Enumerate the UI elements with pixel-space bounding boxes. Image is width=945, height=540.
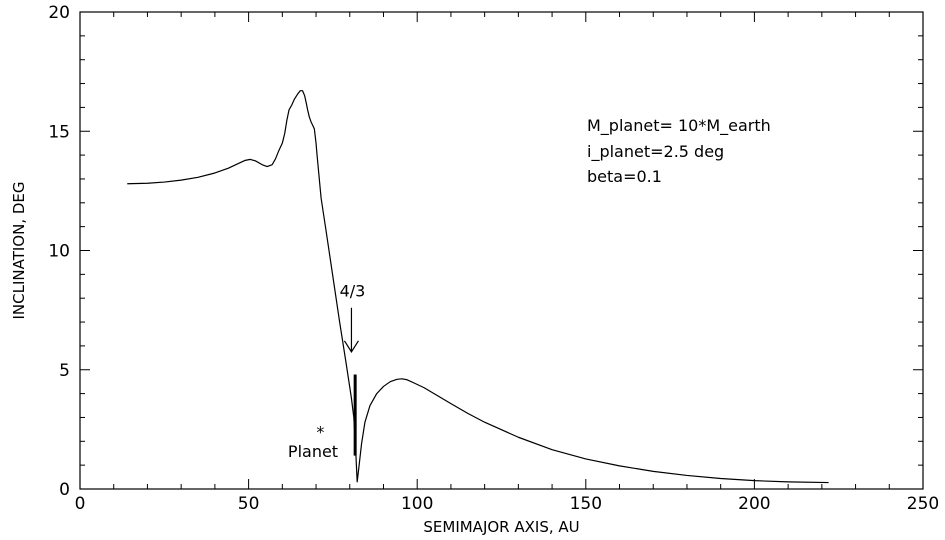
plot-frame xyxy=(79,11,924,490)
plot-area-border xyxy=(79,11,924,490)
resonance-label: 4/3 xyxy=(340,282,366,301)
y-tick-label: 5 xyxy=(59,361,70,381)
axis-ticks xyxy=(79,11,924,490)
tick-labels: 0 50 100 150 200 250 0 5 10 15 20 xyxy=(48,3,939,514)
x-tick-label: 100 xyxy=(401,494,433,514)
x-tick-label: 200 xyxy=(738,494,770,514)
planet-marker: * xyxy=(316,422,324,441)
y-tick-label: 20 xyxy=(48,3,70,23)
x-tick-label: 0 xyxy=(75,494,86,514)
x-tick-label: 150 xyxy=(570,494,602,514)
param-beta-text: beta=0.1 xyxy=(587,167,662,186)
x-axis-label: SEMIMAJOR AXIS, AU xyxy=(423,518,579,536)
param-inclination-text: i_planet=2.5 deg xyxy=(587,142,724,162)
y-axis-label: INCLINATION, DEG xyxy=(10,181,28,319)
y-tick-label: 15 xyxy=(48,122,70,142)
inclination-series-line xyxy=(127,90,829,484)
x-tick-label: 50 xyxy=(238,494,260,514)
y-tick-label: 0 xyxy=(59,480,70,500)
param-mass-text: M_planet= 10*M_earth xyxy=(587,116,771,136)
planet-label: Planet xyxy=(288,442,338,461)
y-tick-label: 10 xyxy=(48,242,70,262)
resonance-arrow-head xyxy=(343,340,359,353)
x-tick-label: 250 xyxy=(907,494,939,514)
resonance-scatter-band xyxy=(353,374,357,456)
